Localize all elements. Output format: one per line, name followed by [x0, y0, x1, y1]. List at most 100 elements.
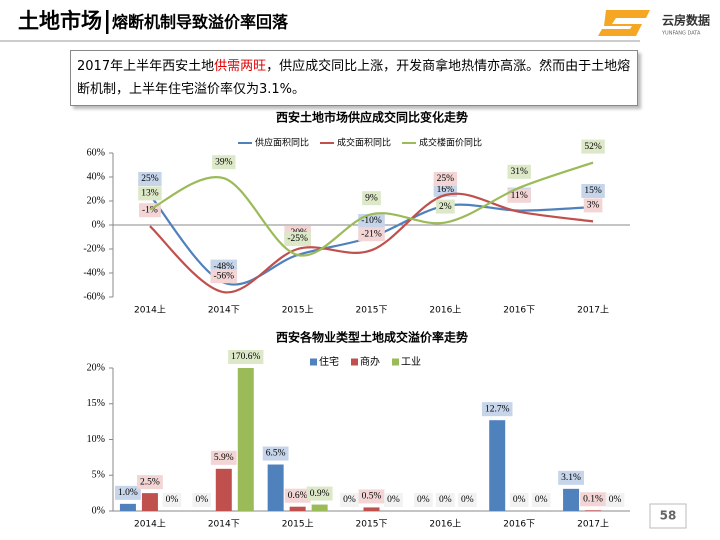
- data-label: 52%: [584, 142, 602, 152]
- page-number-box: [649, 503, 687, 529]
- bar: [311, 504, 328, 511]
- data-label: 16%: [437, 185, 455, 195]
- data-label: 0.1%: [583, 494, 603, 504]
- data-label-box: [362, 191, 381, 206]
- data-label: 11%: [511, 191, 528, 201]
- data-label-box: [212, 155, 236, 170]
- data-label-box: [358, 489, 385, 504]
- bar: [141, 493, 158, 511]
- y-tick-label: 15%: [87, 398, 105, 409]
- data-label: 0.6%: [288, 491, 308, 501]
- data-label: 25%: [437, 174, 455, 184]
- data-label: -10%: [361, 216, 382, 226]
- data-label-box: [581, 139, 605, 154]
- bar: [267, 464, 284, 511]
- x-tick-label: 2015下: [356, 306, 388, 316]
- bar: [215, 468, 232, 511]
- data-label: -1%: [142, 205, 158, 215]
- x-tick-label: 2014下: [208, 306, 240, 316]
- legend-swatch: [351, 358, 358, 366]
- data-label-box: [284, 488, 311, 503]
- data-label-box: [436, 493, 455, 507]
- data-label: 0%: [387, 495, 400, 505]
- data-label-box: [583, 198, 603, 213]
- bar: [119, 503, 136, 511]
- data-label-box: [284, 232, 311, 246]
- bar: [237, 368, 254, 512]
- header-divider: [106, 10, 109, 34]
- legend-label: 供应面积同比: [255, 137, 309, 149]
- data-label: -25%: [287, 234, 308, 244]
- data-label-box: [580, 492, 606, 507]
- legend-label: 工业: [401, 356, 421, 368]
- data-label: 3.1%: [561, 473, 581, 483]
- data-label-box: [481, 402, 513, 417]
- data-label: 1.0%: [118, 488, 138, 498]
- y-tick-label: -20%: [83, 243, 105, 254]
- page-number: 58: [660, 509, 677, 523]
- line-series: [149, 161, 594, 257]
- y-tick-label: 40%: [87, 171, 105, 182]
- intro-box: 2017年上半年西安土地供需两旺，供应成交同比上涨，开发商拿地热情亦高涨。然而由…: [70, 50, 638, 106]
- y-tick-label: 5%: [92, 470, 105, 481]
- data-label: 15%: [584, 186, 602, 196]
- data-label-box: [531, 493, 551, 507]
- chart-title: 西安各物业类型土地成交溢价率走势: [276, 330, 468, 345]
- x-tick-label: 2014上: [134, 519, 166, 530]
- data-label: 2.5%: [140, 477, 160, 487]
- data-label: 2%: [439, 202, 452, 212]
- data-label-box: [458, 493, 477, 507]
- intro-highlight: 供需两旺: [214, 59, 267, 74]
- intro-text: ，供应成交同比上涨，开发商拿地热情亦高涨。然而由于土地熔断机制，上半年住宅溢价率…: [77, 59, 631, 97]
- data-label-box: [340, 493, 359, 507]
- data-label: 0%: [513, 495, 526, 505]
- data-label: 0%: [166, 495, 179, 505]
- data-label: 5.9%: [214, 453, 234, 463]
- data-label-box: [605, 493, 625, 507]
- data-label: 0%: [535, 495, 548, 505]
- data-label: -56%: [213, 271, 234, 281]
- data-label: -21%: [361, 229, 382, 239]
- x-tick-label: 2017上: [577, 519, 609, 530]
- data-label: 25%: [141, 174, 159, 184]
- y-tick-label: 20%: [87, 362, 105, 373]
- y-tick-label: 10%: [87, 434, 105, 445]
- x-tick-label: 2016上: [429, 305, 461, 316]
- data-label-box: [306, 486, 333, 501]
- data-label-box: [384, 493, 403, 507]
- data-label: 0.9%: [310, 489, 330, 499]
- y-tick-label: -40%: [83, 267, 105, 278]
- data-label-box: [414, 493, 433, 507]
- y-tick-label: -60%: [83, 291, 105, 302]
- data-label-box: [436, 199, 455, 214]
- header-title: 土地市场: [18, 9, 102, 33]
- logo-tagline: YUNFANG DATA: [661, 31, 701, 37]
- data-label: -48%: [213, 262, 234, 272]
- x-tick-label: 2016下: [503, 306, 535, 316]
- x-tick-label: 2016上: [429, 519, 461, 530]
- bar: [489, 420, 506, 511]
- legend-label: 住宅: [319, 355, 339, 368]
- data-label-box: [507, 164, 531, 179]
- legend-swatch: [392, 358, 399, 366]
- data-label: 170.6%: [231, 352, 260, 362]
- data-label-box: [509, 493, 529, 507]
- y-tick-label: 0%: [92, 505, 105, 516]
- data-label: 12.7%: [485, 404, 510, 414]
- data-label: 0%: [439, 495, 452, 505]
- data-label-box: [210, 269, 238, 284]
- data-label: 0%: [609, 495, 622, 505]
- intro-text: 2017年上半年西安土地: [77, 59, 215, 74]
- data-label: 0.5%: [362, 492, 382, 502]
- data-label-box: [433, 172, 458, 186]
- x-tick-label: 2015上: [282, 305, 314, 316]
- bar: [585, 510, 602, 511]
- data-label-box: [162, 493, 182, 507]
- header-subtitle: 熔断机制导致溢价率回落: [112, 13, 289, 32]
- bar: [563, 488, 580, 511]
- data-label: 39%: [215, 157, 233, 167]
- data-label-box: [210, 450, 237, 465]
- data-label-box: [507, 188, 531, 203]
- bar: [289, 506, 306, 511]
